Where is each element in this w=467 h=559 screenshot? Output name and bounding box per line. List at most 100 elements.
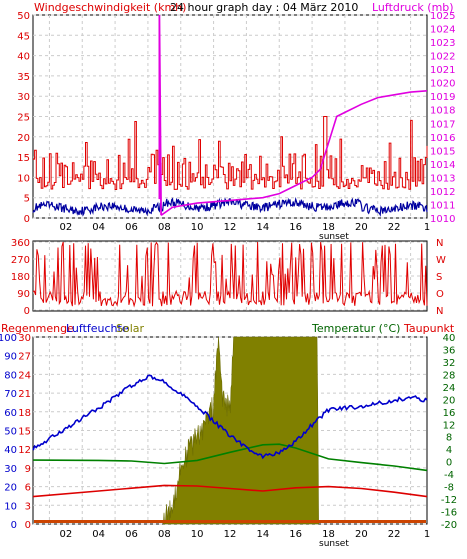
pressure-tick-label: 1013	[430, 173, 455, 184]
humidity-axis-title: Luftfeuchte	[66, 322, 129, 335]
humidity-y-axis: 0 10 20 30 40 50 60 70 80 90 100	[0, 333, 17, 531]
hour-tick-label: 06	[125, 529, 138, 540]
chart-title: 24 hour graph day : 04 März 2010	[170, 1, 358, 14]
wind-axis-title: Windgeschwindigkeit (kmh)	[34, 1, 186, 14]
wind-average-line	[32, 196, 428, 217]
hour-tick-label: 12	[224, 529, 237, 540]
solar-area	[162, 336, 319, 525]
hour-tick-label: 12	[224, 222, 237, 233]
sunset-label-bottom: sunset	[319, 539, 349, 549]
wind-x-axis: 02 04 06 08 10 12 14 16 18 20 22 1	[59, 222, 430, 233]
hour-tick-label: 06	[125, 222, 138, 233]
temperature-tick-label: 8	[446, 433, 452, 444]
temperature-tick-label: 28	[443, 370, 456, 381]
wind-tick-label: 40	[17, 52, 30, 63]
hour-tick-label: 18	[322, 222, 335, 233]
humidity-tick-label: 40	[4, 445, 17, 456]
pressure-tick-label: 1021	[430, 65, 455, 76]
wind-tick-label: 10	[17, 173, 30, 184]
pressure-tick-label: 1014	[430, 160, 455, 171]
wind-direction-line	[32, 241, 428, 308]
wind-tick-label: 15	[17, 153, 30, 164]
climate-x-axis: 02 04 06 08 10 12 14 16 18 20 22 1	[59, 529, 430, 540]
solar-tick-label: 12	[18, 445, 31, 456]
humidity-tick-label: 60	[4, 408, 17, 419]
humidity-tick-label: 20	[4, 483, 17, 494]
humidity-tick-label: 70	[4, 389, 17, 400]
humidity-line	[32, 374, 428, 460]
compass-label: N	[436, 306, 443, 317]
direction-tick-label: 360	[11, 238, 30, 249]
solar-y-axis: 0 3 6 9 12 15 18 21 24 27 30	[18, 333, 31, 531]
wind-panel-frame	[32, 14, 428, 219]
hour-tick-label: 1	[424, 529, 430, 540]
hour-tick-label: 14	[256, 529, 269, 540]
temperature-tick-label: -8	[444, 483, 454, 494]
sunset-label-top: sunset	[319, 232, 349, 242]
temperature-tick-label: 16	[443, 408, 456, 419]
wind-gust-line	[33, 116, 428, 190]
direction-tick-label: 0	[24, 306, 30, 317]
pressure-tick-label: 1017	[430, 119, 455, 130]
direction-tick-label: 270	[11, 255, 30, 266]
solar-tick-label: 27	[18, 352, 31, 363]
wind-tick-label: 30	[17, 92, 30, 103]
compass-label: S	[436, 272, 442, 283]
temperature-tick-label: 32	[443, 358, 456, 369]
hour-tick-label: 08	[158, 222, 171, 233]
rain-bar	[34, 520, 426, 523]
pressure-tick-label: 1023	[430, 38, 455, 49]
pressure-tick-label: 1024	[430, 25, 455, 36]
solar-tick-label: 15	[18, 427, 31, 438]
humidity-tick-label: 0	[11, 520, 17, 531]
humidity-tick-label: 90	[4, 352, 17, 363]
temperature-tick-label: -4	[444, 470, 454, 481]
humidity-tick-label: 30	[4, 464, 17, 475]
solar-tick-label: 0	[25, 520, 31, 531]
direction-panel-series	[32, 241, 428, 308]
hour-tick-label: 18	[322, 529, 335, 540]
dewpoint-line	[32, 484, 428, 498]
wind-tick-label: 35	[17, 72, 30, 83]
rain-axis-title: Regenmenge	[1, 322, 74, 335]
humidity-tick-label: 10	[4, 501, 17, 512]
temperature-tick-label: -12	[441, 495, 457, 506]
direction-tick-label: 90	[17, 289, 30, 300]
pressure-tick-label: 1020	[430, 79, 455, 90]
compass-label: O	[436, 289, 444, 300]
temperature-axis-title: Temperatur (°C)	[311, 322, 400, 335]
pressure-tick-label: 1018	[430, 106, 455, 117]
hour-tick-label: 16	[289, 529, 302, 540]
temperature-line	[32, 443, 428, 472]
hour-tick-label: 02	[59, 222, 72, 233]
temperature-tick-label: -16	[441, 508, 457, 519]
temperature-tick-label: 12	[443, 420, 456, 431]
wind-tick-label: 0	[24, 214, 30, 225]
temperature-tick-label: -20	[441, 520, 457, 531]
humidity-tick-label: 50	[4, 427, 17, 438]
humidity-tick-label: 80	[4, 370, 17, 381]
wind-tick-label: 5	[24, 194, 30, 205]
hour-tick-label: 04	[92, 222, 105, 233]
compass-label: W	[436, 255, 446, 266]
pressure-tick-label: 1011	[430, 200, 455, 211]
hour-tick-label: 20	[355, 529, 368, 540]
hour-tick-label: 08	[158, 529, 171, 540]
pressure-axis-title: Luftdruck (mb)	[372, 1, 454, 14]
hour-tick-label: 02	[59, 529, 72, 540]
temperature-tick-label: 24	[443, 383, 456, 394]
solar-tick-label: 3	[25, 501, 31, 512]
hour-tick-label: 22	[388, 222, 401, 233]
temperature-tick-label: 20	[443, 395, 456, 406]
wind-panel-series	[32, 14, 428, 217]
hour-tick-label: 1	[424, 222, 430, 233]
solar-tick-label: 6	[25, 483, 31, 494]
humidity-tick-label: 100	[0, 333, 17, 344]
wind-tick-label: 50	[17, 11, 30, 22]
solar-tick-label: 9	[25, 464, 31, 475]
temperature-tick-label: 4	[446, 445, 452, 456]
solar-tick-label: 18	[18, 408, 31, 419]
